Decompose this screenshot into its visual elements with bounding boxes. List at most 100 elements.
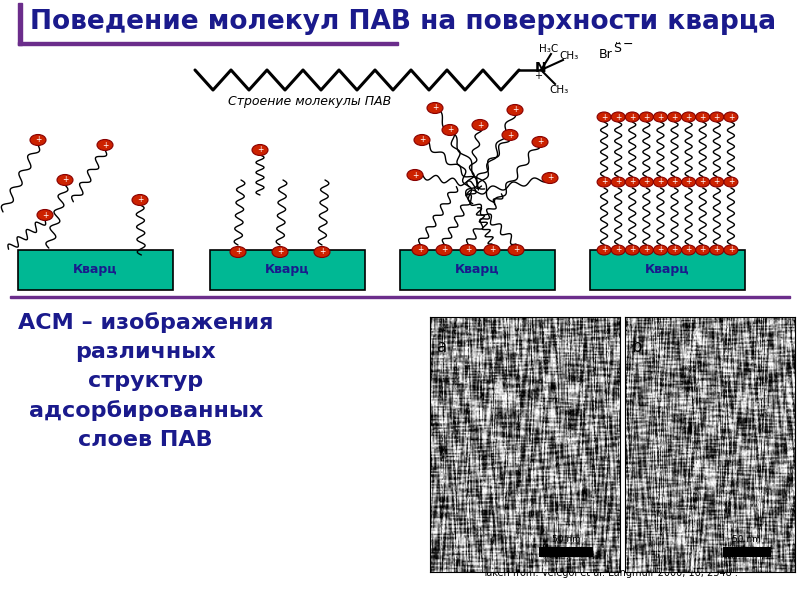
Bar	[590, 250, 745, 290]
Text: +: +	[629, 245, 635, 254]
Text: 50 nm: 50 nm	[552, 535, 581, 544]
Text: +: +	[686, 113, 692, 121]
Text: АСМ – изображения
различных
структур
адсорбированных
слоев ПАВ: АСМ – изображения различных структур адс…	[18, 312, 274, 449]
Text: +: +	[507, 130, 513, 139]
Text: +: +	[728, 245, 734, 254]
Ellipse shape	[724, 245, 738, 255]
Text: S̆: S̆	[613, 41, 621, 55]
Ellipse shape	[611, 112, 625, 122]
Text: +: +	[699, 178, 706, 187]
Text: +: +	[417, 245, 423, 254]
Ellipse shape	[30, 134, 46, 145]
Text: +: +	[35, 136, 41, 145]
Text: +: +	[671, 113, 678, 121]
Text: Taken from: Velegol et al. Langmuir 2000, 16, 2548 .: Taken from: Velegol et al. Langmuir 2000…	[482, 568, 738, 578]
Ellipse shape	[710, 245, 724, 255]
Bar	[539, 547, 594, 557]
Text: +: +	[477, 121, 483, 130]
Text: +: +	[432, 103, 438, 113]
Text: +: +	[699, 245, 706, 254]
Ellipse shape	[667, 177, 682, 187]
Ellipse shape	[667, 245, 682, 255]
Text: +: +	[419, 136, 425, 145]
Text: +: +	[643, 178, 650, 187]
Ellipse shape	[667, 112, 682, 122]
Ellipse shape	[597, 177, 611, 187]
Text: +: +	[62, 175, 68, 185]
Text: −: −	[623, 37, 634, 50]
Ellipse shape	[682, 112, 696, 122]
Bar	[10, 295, 790, 298]
Text: +: +	[658, 113, 664, 121]
Ellipse shape	[597, 112, 611, 122]
Ellipse shape	[696, 112, 710, 122]
Text: +: +	[441, 245, 447, 254]
Text: +: +	[658, 178, 664, 187]
Text: +: +	[235, 247, 241, 257]
Ellipse shape	[682, 177, 696, 187]
Ellipse shape	[507, 104, 523, 115]
Bar	[400, 250, 555, 290]
Ellipse shape	[696, 245, 710, 255]
Ellipse shape	[508, 245, 524, 256]
Ellipse shape	[654, 112, 667, 122]
Ellipse shape	[412, 245, 428, 256]
Text: a: a	[437, 338, 447, 356]
Text: N: N	[535, 61, 547, 75]
Text: +: +	[102, 140, 108, 149]
Ellipse shape	[626, 245, 639, 255]
Text: +: +	[671, 178, 678, 187]
Ellipse shape	[460, 245, 476, 256]
Ellipse shape	[710, 112, 724, 122]
Ellipse shape	[414, 134, 430, 145]
Bar	[210, 250, 365, 290]
Ellipse shape	[532, 136, 548, 148]
Text: +: +	[489, 245, 495, 254]
Bar	[18, 250, 173, 290]
Ellipse shape	[252, 145, 268, 155]
Ellipse shape	[639, 245, 654, 255]
Ellipse shape	[724, 112, 738, 122]
Text: +: +	[601, 178, 607, 187]
Ellipse shape	[436, 245, 452, 256]
Text: Br: Br	[599, 47, 613, 61]
Ellipse shape	[597, 245, 611, 255]
Bar	[18, 3, 22, 45]
Bar	[722, 547, 771, 557]
Text: +: +	[714, 178, 720, 187]
Ellipse shape	[57, 175, 73, 185]
Ellipse shape	[230, 247, 246, 257]
Text: +: +	[512, 106, 518, 115]
Text: +: +	[643, 245, 650, 254]
Ellipse shape	[626, 112, 639, 122]
Text: Строение молекулы ПАВ: Строение молекулы ПАВ	[228, 95, 392, 109]
Ellipse shape	[442, 124, 458, 136]
Text: +: +	[137, 196, 143, 205]
Text: +: +	[534, 71, 542, 81]
Ellipse shape	[37, 209, 53, 220]
Text: +: +	[412, 170, 418, 179]
Ellipse shape	[97, 139, 113, 151]
Ellipse shape	[626, 177, 639, 187]
Ellipse shape	[639, 112, 654, 122]
Text: +: +	[319, 247, 325, 257]
Text: +: +	[513, 245, 519, 254]
Text: +: +	[601, 113, 607, 121]
Text: +: +	[615, 245, 622, 254]
Ellipse shape	[502, 130, 518, 140]
Ellipse shape	[407, 169, 423, 181]
Text: +: +	[728, 113, 734, 121]
Text: +: +	[42, 211, 48, 220]
Text: Кварц: Кварц	[74, 263, 118, 277]
Ellipse shape	[611, 245, 625, 255]
Text: +: +	[714, 113, 720, 121]
Ellipse shape	[696, 177, 710, 187]
Text: +: +	[447, 125, 453, 134]
Text: +: +	[714, 245, 720, 254]
Ellipse shape	[472, 119, 488, 130]
Text: CH₃: CH₃	[559, 51, 578, 61]
Ellipse shape	[710, 177, 724, 187]
Ellipse shape	[611, 177, 625, 187]
Text: 50 nm: 50 nm	[733, 535, 762, 544]
Bar	[18, 42, 398, 45]
